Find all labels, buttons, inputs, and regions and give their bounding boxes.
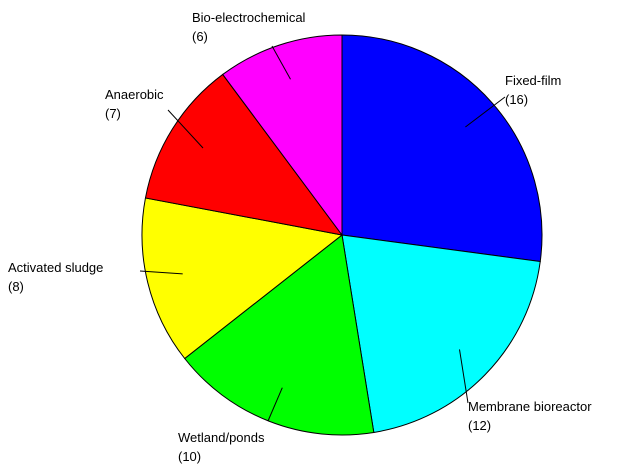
leader-line-membrane-bioreactor [459, 349, 469, 404]
slice-label-wetland-ponds: Wetland/ponds (10) [178, 430, 265, 464]
slice-label-anaerobic: Anaerobic (7) [105, 87, 164, 121]
leader-line-fixed-film [465, 96, 506, 128]
slice-label-bio-electrochemical-name: Bio-electrochemical [192, 10, 306, 25]
slice-label-bio-electrochemical: Bio-electrochemical (6) [192, 10, 306, 44]
label-leader-lines [139, 45, 506, 422]
slice-label-activated-sludge-name: Activated sludge [8, 260, 103, 275]
pie-slice-bio-electrochemical [222, 34, 343, 237]
leader-line-bio-electrochemical [271, 45, 291, 80]
slice-label-bio-electrochemical-count: (6) [192, 29, 208, 44]
slice-label-activated-sludge: Activated sludge (8) [8, 260, 103, 294]
leader-line-wetland-ponds [267, 387, 283, 422]
slice-label-fixed-film: Fixed-film (16) [505, 73, 561, 107]
slice-label-anaerobic-name: Anaerobic [105, 87, 164, 102]
pie-slice-wetland-ponds [183, 234, 375, 436]
leader-line-activated-sludge [139, 270, 183, 275]
slice-label-membrane-bioreactor: Membrane bioreactor (12) [468, 399, 592, 433]
slice-label-membrane-bioreactor-name: Membrane bioreactor [468, 399, 592, 414]
slice-label-membrane-bioreactor-count: (12) [468, 418, 491, 433]
slice-label-wetland-ponds-name: Wetland/ponds [178, 430, 265, 445]
slice-label-fixed-film-name: Fixed-film [505, 73, 561, 88]
slice-label-activated-sludge-count: (8) [8, 279, 24, 294]
slice-label-anaerobic-count: (7) [105, 106, 121, 121]
leader-line-anaerobic [167, 109, 204, 149]
pie-slice-membrane-bioreactor [341, 234, 541, 434]
pie-slice-anaerobic [144, 73, 344, 236]
pie-slice-fixed-film [341, 34, 543, 263]
slice-label-wetland-ponds-count: (10) [178, 449, 201, 464]
pie-slice-activated-sludge [141, 197, 344, 360]
pie-slices [141, 34, 543, 436]
slice-label-fixed-film-count: (16) [505, 92, 528, 107]
